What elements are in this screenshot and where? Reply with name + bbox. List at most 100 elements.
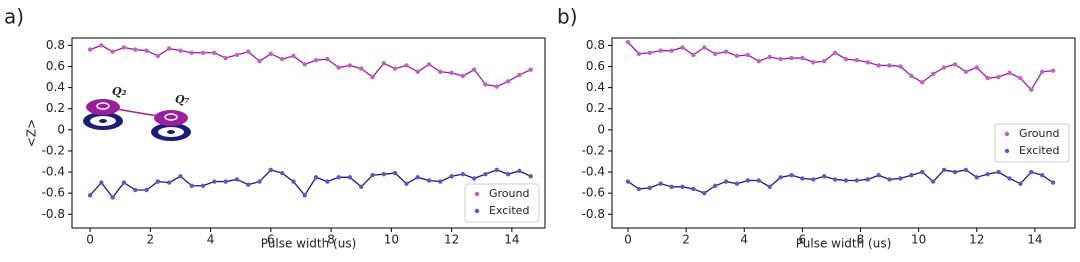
y-tick-label: 0.6 bbox=[586, 59, 605, 73]
marker bbox=[941, 65, 947, 70]
marker bbox=[178, 174, 183, 179]
marker bbox=[234, 52, 240, 58]
qubit-top bbox=[86, 99, 120, 115]
marker bbox=[756, 178, 761, 183]
marker bbox=[517, 72, 522, 78]
marker bbox=[370, 74, 375, 80]
marker bbox=[1018, 181, 1023, 186]
marker bbox=[166, 180, 172, 185]
legend-marker bbox=[474, 191, 480, 197]
y-tick-label: 0.4 bbox=[586, 80, 605, 94]
marker bbox=[789, 173, 794, 178]
x-tick-label: 8 bbox=[327, 233, 335, 247]
marker bbox=[302, 62, 307, 67]
marker bbox=[144, 187, 149, 193]
marker bbox=[854, 178, 860, 183]
marker bbox=[166, 46, 172, 51]
marker bbox=[963, 167, 969, 173]
qubit-diagram: Q₂ Q₇ bbox=[83, 85, 191, 141]
marker bbox=[528, 174, 533, 179]
qubit-base-core bbox=[167, 130, 175, 134]
marker bbox=[963, 69, 969, 74]
legend-box bbox=[994, 123, 1070, 163]
marker bbox=[832, 50, 838, 55]
marker bbox=[212, 50, 217, 55]
marker bbox=[279, 170, 285, 176]
marker bbox=[223, 179, 228, 184]
marker bbox=[898, 64, 903, 69]
marker bbox=[930, 71, 936, 77]
marker bbox=[811, 60, 816, 65]
marker bbox=[974, 65, 979, 70]
marker bbox=[404, 63, 409, 68]
marker bbox=[121, 180, 127, 185]
marker bbox=[268, 167, 274, 173]
x-tick-label: 8 bbox=[857, 233, 865, 247]
marker bbox=[392, 170, 398, 176]
marker bbox=[821, 59, 827, 64]
qubit-top bbox=[154, 110, 188, 126]
annotation: Q₂ bbox=[112, 85, 127, 98]
marker bbox=[505, 171, 511, 177]
marker bbox=[778, 175, 783, 180]
x-tick-label: 12 bbox=[969, 233, 984, 247]
marker bbox=[438, 69, 443, 74]
marker bbox=[121, 45, 127, 50]
panel-label: a) bbox=[4, 5, 24, 29]
series-line bbox=[627, 41, 1054, 91]
marker bbox=[865, 177, 870, 182]
marker bbox=[257, 59, 262, 64]
x-tick-label: 2 bbox=[147, 233, 155, 247]
marker bbox=[876, 173, 881, 178]
legend-label: Ground bbox=[489, 187, 529, 200]
marker bbox=[930, 179, 936, 184]
marker bbox=[359, 184, 364, 190]
y-tick-label: 0.4 bbox=[46, 80, 65, 94]
marker bbox=[920, 169, 925, 175]
marker bbox=[745, 52, 751, 58]
marker bbox=[472, 67, 477, 72]
marker bbox=[636, 186, 642, 192]
marker bbox=[854, 57, 860, 63]
marker bbox=[392, 66, 398, 71]
marker bbox=[909, 173, 914, 178]
x-tick-label: 0 bbox=[86, 233, 94, 247]
marker bbox=[985, 171, 990, 177]
marker bbox=[876, 63, 881, 68]
marker bbox=[800, 176, 805, 181]
x-tick-label: 6 bbox=[799, 233, 807, 247]
marker bbox=[669, 48, 674, 53]
marker bbox=[723, 179, 729, 184]
marker bbox=[302, 193, 307, 198]
marker bbox=[821, 174, 827, 179]
marker bbox=[996, 169, 1001, 175]
marker bbox=[347, 175, 353, 180]
marker bbox=[767, 54, 772, 60]
marker bbox=[734, 181, 740, 186]
qubit-top-ring bbox=[164, 113, 178, 121]
marker bbox=[257, 179, 262, 184]
marker bbox=[625, 179, 631, 184]
marker bbox=[952, 169, 958, 175]
marker bbox=[702, 190, 707, 196]
marker bbox=[909, 73, 914, 79]
marker bbox=[680, 45, 685, 50]
x-tick-label: 2 bbox=[682, 233, 690, 247]
marker bbox=[336, 65, 341, 70]
annotation: Q₇ bbox=[175, 93, 190, 106]
marker bbox=[415, 175, 420, 180]
marker bbox=[712, 51, 718, 57]
marker bbox=[865, 60, 870, 65]
marker bbox=[647, 50, 652, 55]
marker bbox=[87, 193, 93, 198]
marker bbox=[756, 59, 761, 64]
marker bbox=[99, 43, 104, 48]
y-tick-label: 0.2 bbox=[46, 101, 65, 115]
x-tick-label: 4 bbox=[207, 233, 215, 247]
marker bbox=[246, 49, 251, 54]
marker bbox=[155, 53, 161, 59]
marker bbox=[200, 183, 206, 188]
marker bbox=[336, 175, 341, 180]
marker bbox=[99, 180, 104, 185]
marker bbox=[669, 184, 674, 190]
